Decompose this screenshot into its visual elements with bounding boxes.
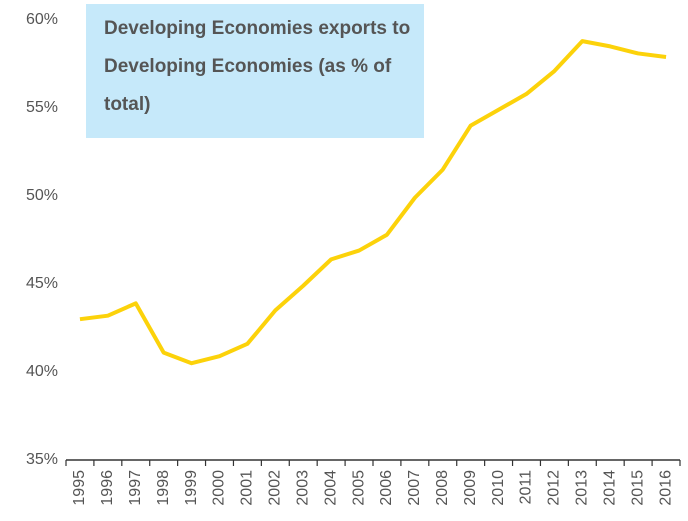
x-tick-label: 1998 bbox=[155, 470, 172, 506]
y-tick-label: 35% bbox=[26, 451, 58, 468]
x-tick-label: 2004 bbox=[322, 470, 339, 506]
x-tick-label: 2001 bbox=[239, 470, 256, 506]
x-tick-label: 2000 bbox=[211, 470, 228, 506]
x-tick-label: 2003 bbox=[294, 470, 311, 506]
x-tick-label: 2005 bbox=[350, 470, 367, 506]
x-tick-label: 2006 bbox=[378, 470, 395, 506]
x-tick-label: 1997 bbox=[127, 470, 144, 506]
y-tick-label: 40% bbox=[26, 363, 58, 380]
x-tick-label: 2012 bbox=[546, 470, 563, 506]
chart-title: Developing Economies exports to Developi… bbox=[86, 4, 424, 138]
x-tick-label: 1996 bbox=[99, 470, 116, 506]
y-tick-label: 50% bbox=[26, 187, 58, 204]
x-tick-label: 2016 bbox=[657, 470, 674, 506]
y-tick-label: 60% bbox=[26, 11, 58, 28]
y-tick-label: 55% bbox=[26, 99, 58, 116]
x-tick-label: 2015 bbox=[629, 470, 646, 506]
x-tick-label: 2014 bbox=[601, 470, 618, 506]
y-tick-label: 45% bbox=[26, 275, 58, 292]
x-tick-label: 2013 bbox=[574, 470, 591, 506]
line-series bbox=[79, 39, 667, 366]
x-tick-label: 2010 bbox=[490, 470, 507, 506]
x-tick-label: 2011 bbox=[518, 470, 535, 505]
x-tick-label: 2007 bbox=[406, 470, 423, 506]
x-tick-label: 2002 bbox=[267, 470, 284, 506]
x-tick-label: 2009 bbox=[462, 470, 479, 506]
x-tick-label: 1999 bbox=[183, 470, 200, 506]
x-tick-label: 2008 bbox=[434, 470, 451, 506]
x-tick-label: 1995 bbox=[71, 470, 88, 506]
